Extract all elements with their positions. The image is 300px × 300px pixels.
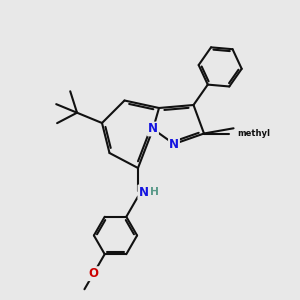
Text: N: N xyxy=(169,137,179,151)
Text: N: N xyxy=(148,122,158,136)
Text: H: H xyxy=(150,187,159,197)
Text: N: N xyxy=(138,185,148,199)
Text: methyl: methyl xyxy=(237,129,270,138)
Text: O: O xyxy=(88,267,98,280)
